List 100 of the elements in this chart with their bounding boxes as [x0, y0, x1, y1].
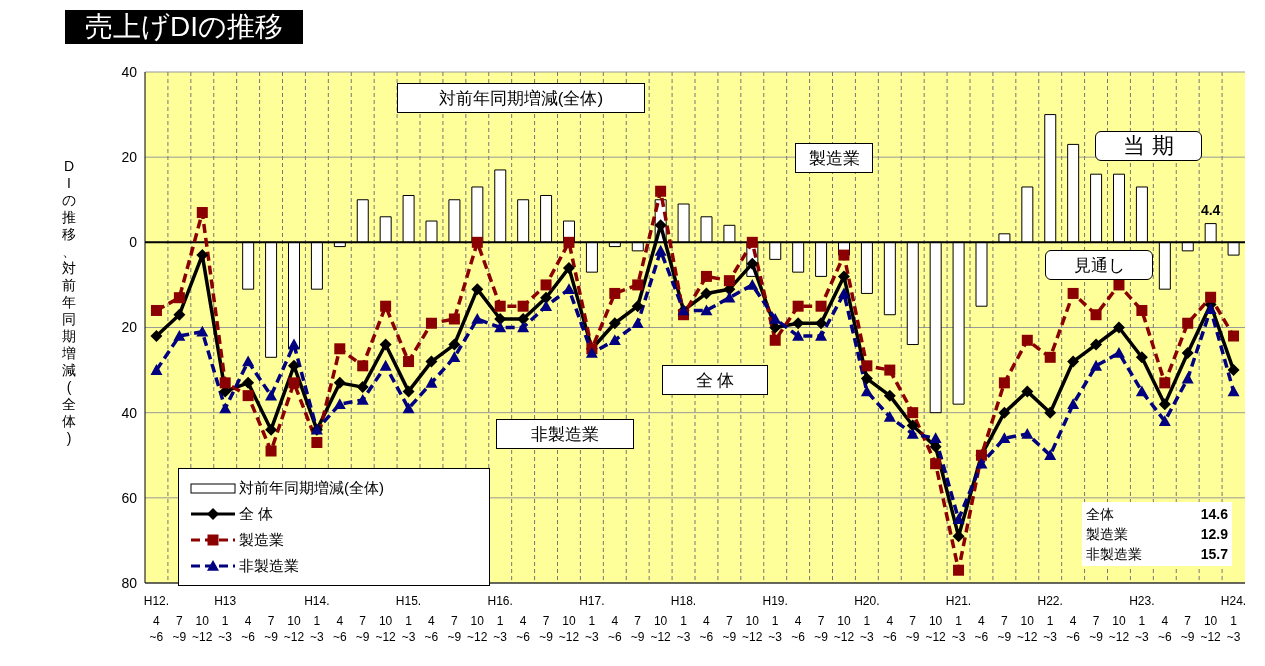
point — [930, 458, 942, 470]
x-tick-label: 4~6 — [974, 614, 989, 644]
point — [700, 304, 713, 316]
point — [585, 347, 598, 358]
point — [837, 287, 850, 299]
callout: 当 期 — [1095, 131, 1202, 161]
point — [998, 432, 1011, 444]
data-label: 4.4 — [1199, 200, 1222, 220]
x-tick-label: 4~6 — [607, 614, 622, 644]
x-tick-label: 10~12 — [1200, 614, 1222, 644]
point — [219, 377, 231, 389]
point — [471, 312, 484, 324]
point — [700, 287, 713, 300]
point — [746, 236, 758, 248]
callout: 全 体 — [662, 365, 768, 395]
point — [403, 356, 415, 368]
point — [1021, 385, 1034, 398]
x-tick-label: H12. 4~6 — [143, 594, 170, 644]
x-tick-label: H18. 1~3 — [670, 594, 697, 644]
x-tick-label: 4~6 — [699, 614, 714, 644]
point — [975, 457, 988, 469]
point — [1135, 351, 1148, 364]
point — [1136, 304, 1148, 316]
point — [219, 402, 232, 414]
point — [494, 321, 507, 333]
x-tick-label: 4~6 — [1157, 614, 1172, 644]
x-tick-label: 7~9 — [264, 614, 279, 644]
point — [1112, 347, 1125, 358]
point — [723, 275, 735, 287]
point — [425, 376, 438, 388]
point — [448, 313, 460, 325]
point — [562, 283, 575, 294]
x-tick-label: H15. 1~3 — [395, 594, 422, 644]
point — [334, 343, 346, 355]
point — [883, 389, 896, 402]
point — [769, 312, 782, 324]
point — [1227, 364, 1240, 377]
point — [906, 427, 919, 439]
point — [1181, 372, 1194, 384]
point — [792, 300, 804, 312]
point — [953, 564, 965, 576]
y-tick-label: 60 — [121, 489, 138, 506]
x-tick-label: H19. 1~3 — [762, 594, 788, 644]
point — [746, 278, 759, 290]
point — [425, 317, 437, 329]
x-tick-label: 7~9 — [172, 614, 187, 644]
point — [242, 376, 255, 389]
point — [700, 270, 712, 282]
x-tick-label: 7~9 — [630, 614, 645, 644]
point — [471, 283, 484, 296]
point — [884, 364, 896, 376]
x-tick-label: 4~6 — [241, 614, 256, 644]
point — [425, 355, 438, 368]
summary-table: 全体 14.6 製造業 12.9 非製造業 15.7 — [1082, 502, 1232, 566]
x-tick-label: 4~6 — [516, 614, 531, 644]
point — [471, 236, 483, 248]
point — [608, 334, 621, 346]
point — [1135, 385, 1148, 397]
point — [907, 407, 919, 419]
point — [1090, 338, 1103, 351]
y-tick-label: 80 — [121, 574, 138, 591]
x-tick-label: 10~12 — [1108, 614, 1130, 644]
point — [609, 287, 621, 299]
point — [150, 364, 163, 375]
point — [380, 300, 392, 312]
y-tick-label: 0 — [129, 234, 138, 251]
point — [860, 372, 873, 385]
x-tick-label: 7~9 — [539, 614, 554, 644]
point — [333, 398, 346, 409]
point — [357, 360, 369, 372]
point — [287, 338, 300, 350]
x-tick-label: 7~9 — [355, 614, 370, 644]
point — [815, 300, 827, 312]
x-tick-label: 7~9 — [814, 614, 829, 644]
point — [196, 207, 208, 219]
x-tick-label: H16. 1~3 — [487, 594, 513, 644]
point — [540, 300, 553, 312]
point — [173, 292, 185, 304]
point — [265, 389, 278, 401]
point — [517, 321, 530, 333]
x-tick-label: H17. 1~3 — [579, 594, 605, 644]
x-tick-label: 10~12 — [192, 614, 213, 644]
x-tick-label: 10~12 — [650, 614, 672, 644]
point — [448, 351, 461, 363]
x-tick-label: H23. 1~3 — [1129, 594, 1155, 644]
point — [769, 334, 781, 346]
x-tick-label: 7~9 — [1089, 614, 1104, 644]
x-tick-label: H24. 1~3 — [1220, 594, 1247, 644]
point — [1044, 449, 1057, 461]
x-tick-label: 4~6 — [791, 614, 806, 644]
point — [288, 377, 300, 389]
y-tick-label: 40 — [121, 63, 138, 80]
x-tick-label: 10~12 — [925, 614, 947, 644]
x-tick-label: 10~12 — [742, 614, 763, 644]
legend-label: 非製造業 — [239, 556, 299, 576]
chart-title: 売上げDIの推移 — [65, 10, 303, 44]
point — [150, 330, 163, 343]
point — [242, 355, 255, 367]
point — [1044, 351, 1056, 363]
x-tick-label: H21. 1~3 — [945, 594, 972, 644]
